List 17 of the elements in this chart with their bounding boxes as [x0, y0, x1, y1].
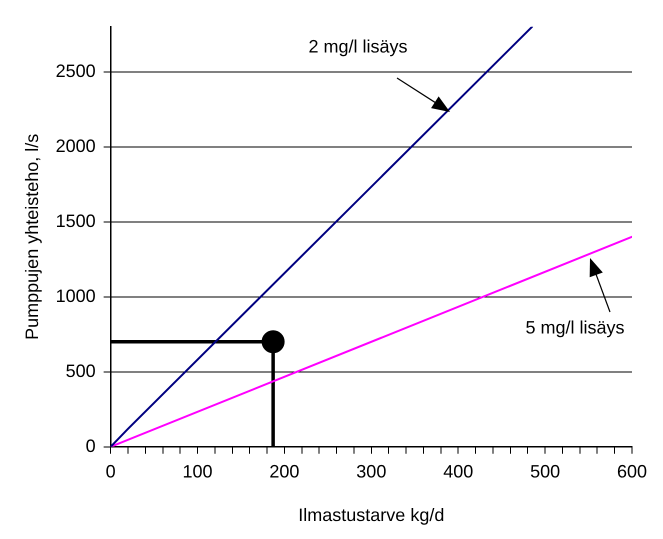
y-tick-label: 500 [66, 360, 96, 381]
y-tick-label: 1500 [56, 210, 96, 231]
x-axis-title: Ilmastustarve kg/d [298, 505, 444, 526]
x-tick-label: 400 [443, 462, 474, 482]
y-tick-label: 2500 [56, 60, 96, 81]
y-tick-label: 1000 [56, 286, 96, 306]
x-tick-label: 0 [106, 462, 116, 482]
x-tick-label: 200 [269, 462, 300, 482]
y-tick-label: 2000 [56, 136, 96, 156]
x-tick-label: 100 [182, 462, 213, 482]
y-axis-title: Pumppujen yhteisteho, l/s [22, 134, 42, 340]
y-tick-label: 0 [86, 436, 96, 456]
annotation: 2 mg/l lisäys [308, 36, 408, 58]
x-tick-label: 600 [616, 462, 648, 482]
x-tick-label: 500 [530, 462, 560, 482]
annotation: 5 mg/l lisäys [525, 318, 625, 338]
x-tick-label: 300 [356, 462, 386, 482]
